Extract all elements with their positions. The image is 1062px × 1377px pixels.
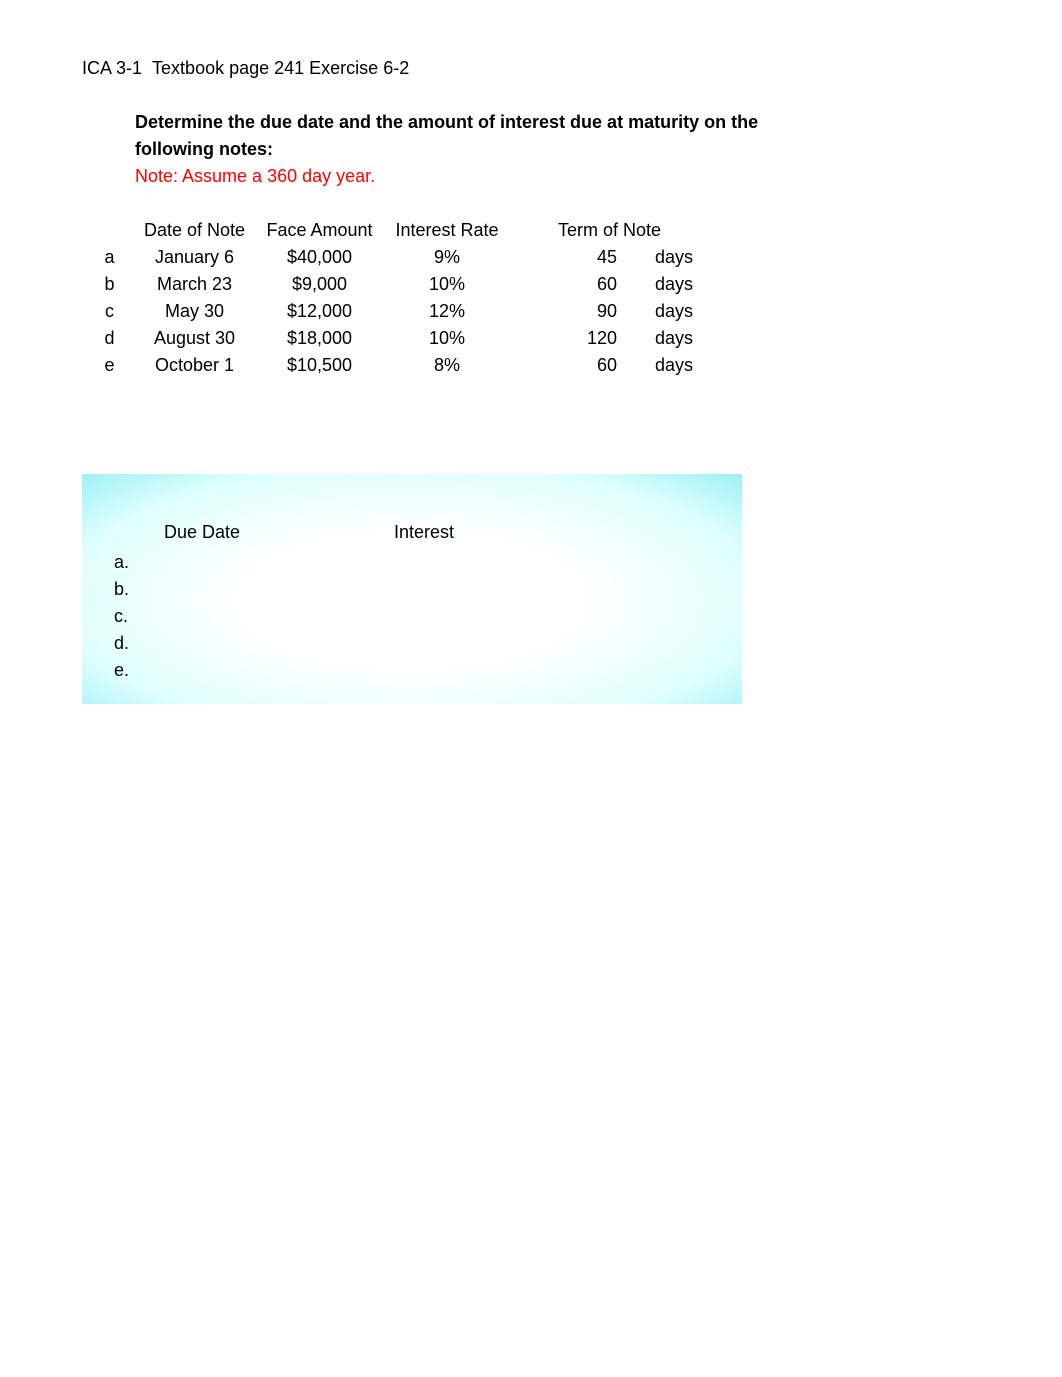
row-label: c <box>87 298 132 325</box>
row-term: 60 <box>512 271 647 298</box>
empty-header <box>87 217 132 244</box>
row-unit: days <box>647 325 707 352</box>
answer-header-row: Due Date Interest <box>164 522 742 543</box>
instruction-block: Determine the due date and the amount of… <box>135 109 1062 187</box>
row-label: a <box>87 244 132 271</box>
row-unit: days <box>647 244 707 271</box>
row-unit: days <box>647 352 707 379</box>
row-face: $40,000 <box>257 244 382 271</box>
row-rate: 10% <box>382 325 512 352</box>
answer-row: d. <box>114 630 742 657</box>
interest-header: Interest <box>394 522 544 543</box>
col-rate-header: Interest Rate <box>382 217 512 244</box>
instruction-text: Determine the due date and the amount of… <box>135 109 775 163</box>
col-date-header: Date of Note <box>132 217 257 244</box>
due-date-header: Due Date <box>164 522 394 543</box>
row-date: August 30 <box>132 325 257 352</box>
notes-table: Date of Note Face Amount Interest Rate T… <box>87 217 707 379</box>
row-rate: 8% <box>382 352 512 379</box>
answer-row: e. <box>114 657 742 684</box>
row-face: $10,500 <box>257 352 382 379</box>
page-header: ICA 3-1 Textbook page 241 Exercise 6-2 <box>82 58 1062 79</box>
table-row: d August 30 $18,000 10% 120 days <box>87 325 707 352</box>
table-row: a January 6 $40,000 9% 45 days <box>87 244 707 271</box>
row-face: $18,000 <box>257 325 382 352</box>
table-row: b March 23 $9,000 10% 60 days <box>87 271 707 298</box>
answer-row: c. <box>114 603 742 630</box>
table-row: e October 1 $10,500 8% 60 days <box>87 352 707 379</box>
row-term: 45 <box>512 244 647 271</box>
col-term-header: Term of Note <box>512 217 707 244</box>
row-unit: days <box>647 298 707 325</box>
row-rate: 12% <box>382 298 512 325</box>
row-date: May 30 <box>132 298 257 325</box>
row-term: 90 <box>512 298 647 325</box>
table-row: c May 30 $12,000 12% 90 days <box>87 298 707 325</box>
row-unit: days <box>647 271 707 298</box>
row-rate: 9% <box>382 244 512 271</box>
answer-row: a. <box>114 549 742 576</box>
row-label: e <box>87 352 132 379</box>
notes-table-header-row: Date of Note Face Amount Interest Rate T… <box>87 217 707 244</box>
col-face-header: Face Amount <box>257 217 382 244</box>
row-rate: 10% <box>382 271 512 298</box>
row-date: January 6 <box>132 244 257 271</box>
row-label: d <box>87 325 132 352</box>
row-term: 120 <box>512 325 647 352</box>
row-face: $12,000 <box>257 298 382 325</box>
row-date: March 23 <box>132 271 257 298</box>
row-term: 60 <box>512 352 647 379</box>
row-date: October 1 <box>132 352 257 379</box>
answer-panel: Due Date Interest a. b. c. d. e. <box>82 474 742 704</box>
note-text: Note: Assume a 360 day year. <box>135 166 1062 187</box>
header-title: Textbook page 241 Exercise 6-2 <box>152 58 409 78</box>
answer-row: b. <box>114 576 742 603</box>
row-label: b <box>87 271 132 298</box>
header-label: ICA 3-1 <box>82 58 142 78</box>
row-face: $9,000 <box>257 271 382 298</box>
